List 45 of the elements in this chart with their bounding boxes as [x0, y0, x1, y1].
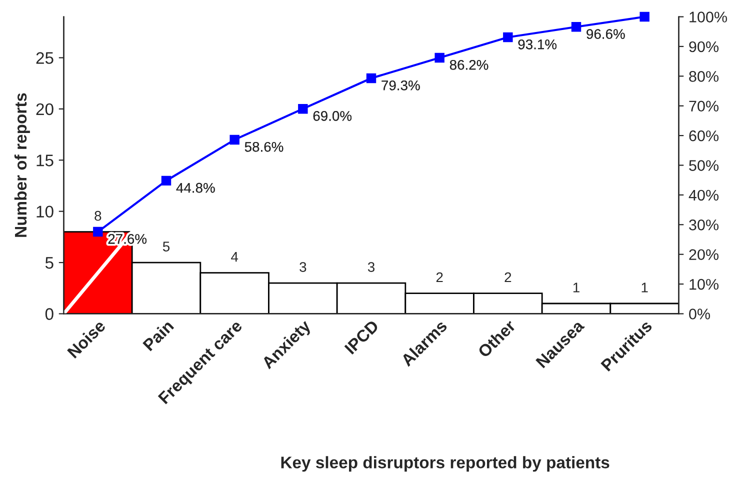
point: [434, 52, 444, 63]
y2-tick-label: 0%: [689, 308, 710, 320]
data-label: 4: [231, 252, 238, 262]
point: [298, 104, 308, 114]
y2-tick-label: 10%: [690, 278, 719, 290]
data-label: 3: [368, 262, 374, 272]
y-tick-label: 5: [45, 257, 54, 269]
y2-tick-label: 90%: [689, 41, 719, 52]
data-label: 93.1%: [518, 39, 557, 50]
y-tick-label: 0: [45, 308, 54, 320]
data-label: 58.6%: [244, 142, 284, 152]
y2-tick-label: 80%: [689, 71, 719, 82]
x-axis-title: Key sleep disruptors reported by patients: [281, 456, 610, 472]
y-tick-label: 15: [36, 154, 54, 166]
data-label: 44.8%: [176, 182, 215, 193]
data-label: 86.2%: [450, 60, 488, 70]
data-label: 1: [642, 282, 648, 292]
point: [230, 134, 240, 145]
data-label: 79.3%: [382, 80, 420, 90]
data-label: 8: [94, 210, 102, 221]
data-label: 96.6%: [586, 29, 625, 39]
y2-tick-label: 40%: [688, 190, 719, 201]
point: [366, 73, 376, 84]
y-tick-label: 20: [36, 103, 54, 116]
y2-tick-label: 60%: [689, 130, 719, 142]
point: [93, 226, 103, 237]
data-label: 69.0%: [313, 111, 352, 121]
y2-tick-label: 50%: [689, 160, 719, 171]
data-label: 2: [436, 272, 443, 282]
y2-tick-label: 30%: [689, 220, 719, 230]
y-tick-label: 10: [36, 206, 54, 218]
point: [640, 12, 650, 22]
point: [571, 22, 582, 32]
y2-tick-label: 100%: [690, 12, 728, 22]
y2-tick-label: 20%: [689, 249, 719, 260]
data-label: 3: [300, 262, 306, 272]
y-tick-label: 25: [36, 52, 54, 64]
point: [503, 32, 513, 42]
y2-tick-label: 70%: [689, 100, 719, 112]
y-axis-title: Number of reports: [14, 93, 30, 237]
data-label: 5: [162, 242, 170, 252]
data-label: 2: [504, 272, 512, 282]
data-label: 1: [573, 282, 580, 292]
data-label: 27.6%: [108, 234, 147, 244]
point: [161, 176, 172, 186]
